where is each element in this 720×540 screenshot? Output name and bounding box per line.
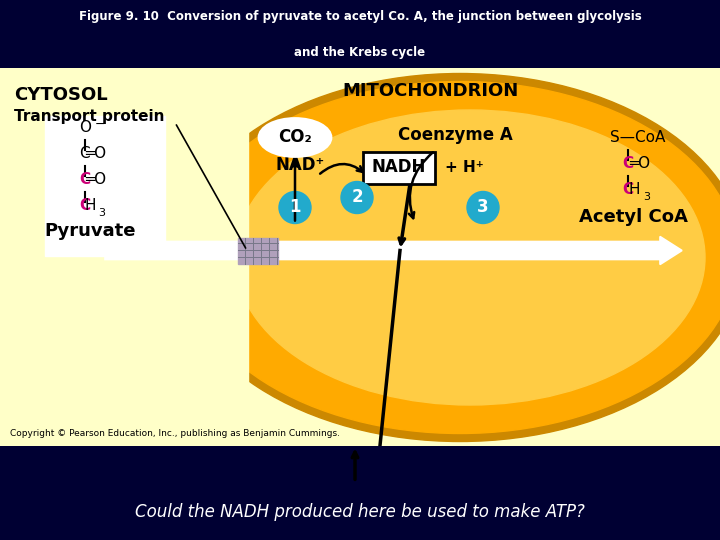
Text: ═O: ═O (85, 146, 106, 161)
Text: −: − (95, 118, 106, 131)
Bar (238, 238, 278, 264)
FancyBboxPatch shape (363, 152, 435, 184)
Text: CYTOSOL: CYTOSOL (14, 85, 107, 104)
Bar (45, 116, 165, 255)
Text: C: C (79, 172, 90, 187)
Text: CO₂: CO₂ (278, 129, 312, 146)
Text: Transport protein: Transport protein (14, 110, 164, 125)
Text: H: H (629, 183, 641, 198)
Circle shape (341, 181, 373, 213)
Text: NAD⁺: NAD⁺ (275, 157, 325, 174)
Text: + H⁺: + H⁺ (445, 160, 484, 175)
Text: MITOCHONDRION: MITOCHONDRION (342, 83, 518, 100)
Circle shape (467, 192, 499, 224)
Ellipse shape (183, 82, 720, 434)
Text: Pyruvate: Pyruvate (44, 222, 136, 240)
Text: C: C (622, 183, 633, 198)
Text: 3: 3 (477, 199, 489, 217)
Text: Figure 9. 10  Conversion of pyruvate to acetyl Co. A, the junction between glyco: Figure 9. 10 Conversion of pyruvate to a… (78, 10, 642, 23)
Text: Acetyl CoA: Acetyl CoA (579, 207, 688, 226)
Text: Could the NADH produced here be used to make ATP?: Could the NADH produced here be used to … (135, 503, 585, 521)
Text: NADH: NADH (372, 159, 426, 177)
Text: 2: 2 (351, 188, 363, 206)
Bar (0, 68, 248, 446)
Text: O: O (79, 120, 91, 136)
Text: 3: 3 (98, 207, 105, 218)
Text: C: C (79, 199, 90, 213)
Ellipse shape (175, 73, 720, 442)
Text: ═O: ═O (629, 157, 650, 172)
FancyArrow shape (105, 237, 682, 265)
Text: H: H (85, 199, 96, 213)
Text: Coenzyme A: Coenzyme A (397, 126, 513, 145)
Text: Copyright © Pearson Education, Inc., publishing as Benjamin Cummings.: Copyright © Pearson Education, Inc., pub… (10, 429, 340, 437)
Text: ═O: ═O (85, 172, 106, 187)
Text: 1: 1 (289, 199, 301, 217)
Text: C: C (622, 157, 633, 172)
Ellipse shape (235, 110, 705, 405)
Text: 3: 3 (643, 192, 650, 201)
Ellipse shape (259, 118, 331, 157)
Text: C: C (79, 146, 89, 161)
Text: and the Krebs cycle: and the Krebs cycle (294, 46, 426, 59)
Circle shape (279, 192, 311, 224)
Text: S—CoA: S—CoA (611, 131, 666, 145)
